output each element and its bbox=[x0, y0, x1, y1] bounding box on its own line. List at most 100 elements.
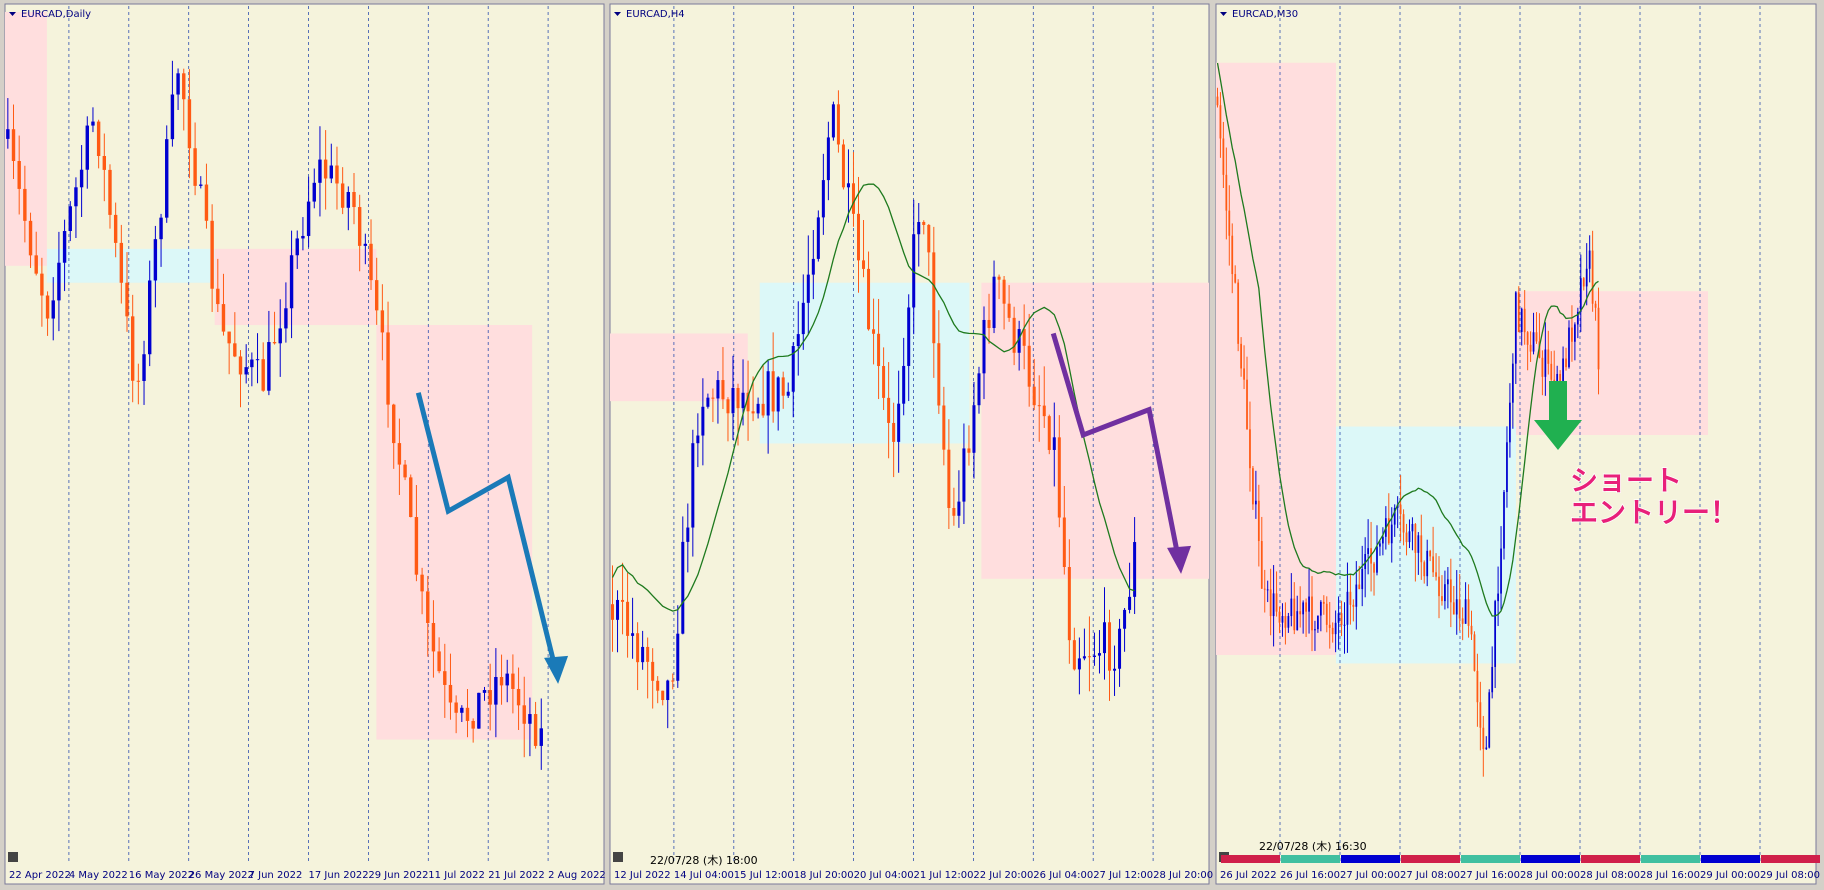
panel-tool-icon[interactable] bbox=[8, 852, 18, 862]
candle-body bbox=[1325, 603, 1328, 625]
candle-body bbox=[1364, 554, 1367, 570]
candle-body bbox=[142, 354, 146, 381]
x-tick-label: 22 Apr 2022 bbox=[9, 870, 71, 881]
candle-body bbox=[295, 238, 299, 256]
candle-body bbox=[1349, 591, 1352, 605]
x-tick-label: 28 Jul 00:00 bbox=[1520, 870, 1580, 881]
candle-body bbox=[1446, 579, 1449, 585]
candle-body bbox=[1417, 535, 1420, 553]
candle-body bbox=[1414, 524, 1417, 553]
annotation: エントリー！ bbox=[1570, 496, 1738, 529]
candle-body bbox=[79, 169, 84, 188]
candle-body bbox=[1491, 666, 1494, 693]
candle-body bbox=[1420, 535, 1423, 563]
candle-body bbox=[420, 574, 424, 592]
candle-body bbox=[1393, 507, 1396, 525]
candle-body bbox=[1077, 658, 1081, 670]
candle-body bbox=[210, 220, 214, 289]
candle-body bbox=[414, 517, 419, 575]
candle-body bbox=[102, 156, 107, 170]
timestamp: 22/07/28 (木) 16:30 bbox=[1259, 840, 1367, 853]
candle-body bbox=[1382, 536, 1384, 544]
candle-body bbox=[897, 403, 901, 442]
candle-body bbox=[1568, 327, 1570, 368]
candle-body bbox=[380, 310, 385, 333]
candle-body bbox=[409, 477, 413, 518]
candle-body bbox=[1376, 546, 1378, 573]
session-bar bbox=[1341, 855, 1400, 863]
candle-body bbox=[1032, 386, 1036, 406]
chart-panel: 26 Jul 2022 26 Jul 16:00 27 Jul 00:00 27 Ju… bbox=[1215, 3, 1820, 885]
candle-body bbox=[1314, 629, 1316, 631]
candle-body bbox=[318, 159, 322, 183]
entry-arrow bbox=[1534, 381, 1582, 450]
candle-body bbox=[882, 366, 886, 398]
x-tick-label: 26 Jul 04:00 bbox=[1033, 870, 1093, 881]
candle-body bbox=[766, 371, 770, 416]
candle-body bbox=[616, 599, 620, 620]
candle-body bbox=[1293, 598, 1296, 631]
panel-menu-icon bbox=[1220, 12, 1227, 16]
candle-body bbox=[1331, 627, 1334, 635]
candle-body bbox=[887, 397, 891, 423]
candle-body bbox=[284, 308, 288, 329]
candle-body bbox=[1243, 368, 1245, 380]
candle-body bbox=[363, 243, 368, 246]
candle-body bbox=[1467, 599, 1470, 626]
candle-body bbox=[681, 541, 685, 634]
candle-body bbox=[1216, 96, 1219, 106]
candle-body bbox=[1305, 602, 1307, 612]
candle-body bbox=[1529, 344, 1532, 352]
candle-body bbox=[113, 214, 118, 243]
candle-body bbox=[806, 274, 810, 303]
candle-body bbox=[1485, 747, 1488, 750]
candle-body bbox=[1458, 599, 1461, 619]
zone bbox=[5, 12, 47, 266]
x-tick-label: 27 Jul 12:00 bbox=[1093, 870, 1153, 881]
zone bbox=[610, 333, 748, 402]
candle-body bbox=[666, 680, 670, 701]
candle-body bbox=[1022, 329, 1026, 346]
candle-body bbox=[272, 342, 277, 344]
x-tick-label: 22 Jul 20:00 bbox=[973, 870, 1033, 881]
candle-body bbox=[431, 622, 436, 652]
candle-body bbox=[1588, 250, 1591, 269]
candle-body bbox=[221, 304, 226, 332]
candle-body bbox=[821, 180, 825, 218]
candle-body bbox=[611, 604, 615, 620]
candle-body bbox=[1579, 278, 1582, 312]
x-tick-label: 29 Jul 08:00 bbox=[1760, 870, 1820, 881]
candle-body bbox=[392, 404, 396, 444]
candle-body bbox=[528, 714, 532, 724]
candle-body bbox=[1337, 613, 1340, 623]
candle-body bbox=[621, 599, 625, 602]
candle-body bbox=[796, 334, 800, 347]
candle-body bbox=[846, 183, 850, 188]
x-tick-label: 27 Jul 00:00 bbox=[1340, 870, 1400, 881]
panel-tool-icon[interactable] bbox=[613, 852, 623, 862]
candle-body bbox=[1002, 279, 1006, 304]
panel-title: EURCAD,H4 bbox=[626, 9, 685, 20]
candle-body bbox=[255, 359, 260, 361]
candle-body bbox=[1390, 524, 1393, 544]
candle-body bbox=[937, 343, 941, 406]
candle-body bbox=[244, 367, 248, 375]
candle-body bbox=[1461, 618, 1464, 624]
candle-body bbox=[1240, 343, 1242, 369]
candle-body bbox=[1272, 593, 1275, 617]
candle-body bbox=[516, 688, 521, 706]
candle-body bbox=[1473, 634, 1476, 671]
x-tick-label: 27 Jul 08:00 bbox=[1400, 870, 1460, 881]
candle-body bbox=[851, 183, 855, 214]
candle-body bbox=[460, 707, 464, 713]
session-bar bbox=[1401, 855, 1460, 863]
arrow-head bbox=[1167, 545, 1192, 574]
candle-body bbox=[1340, 613, 1343, 626]
candle-body bbox=[661, 690, 665, 701]
arrow-head bbox=[544, 655, 569, 684]
candle-body bbox=[1012, 317, 1016, 353]
x-tick-label: 18 Jul 20:00 bbox=[794, 870, 854, 881]
candle-body bbox=[1482, 727, 1485, 750]
candle-body bbox=[426, 591, 430, 623]
candle-body bbox=[1317, 615, 1319, 630]
